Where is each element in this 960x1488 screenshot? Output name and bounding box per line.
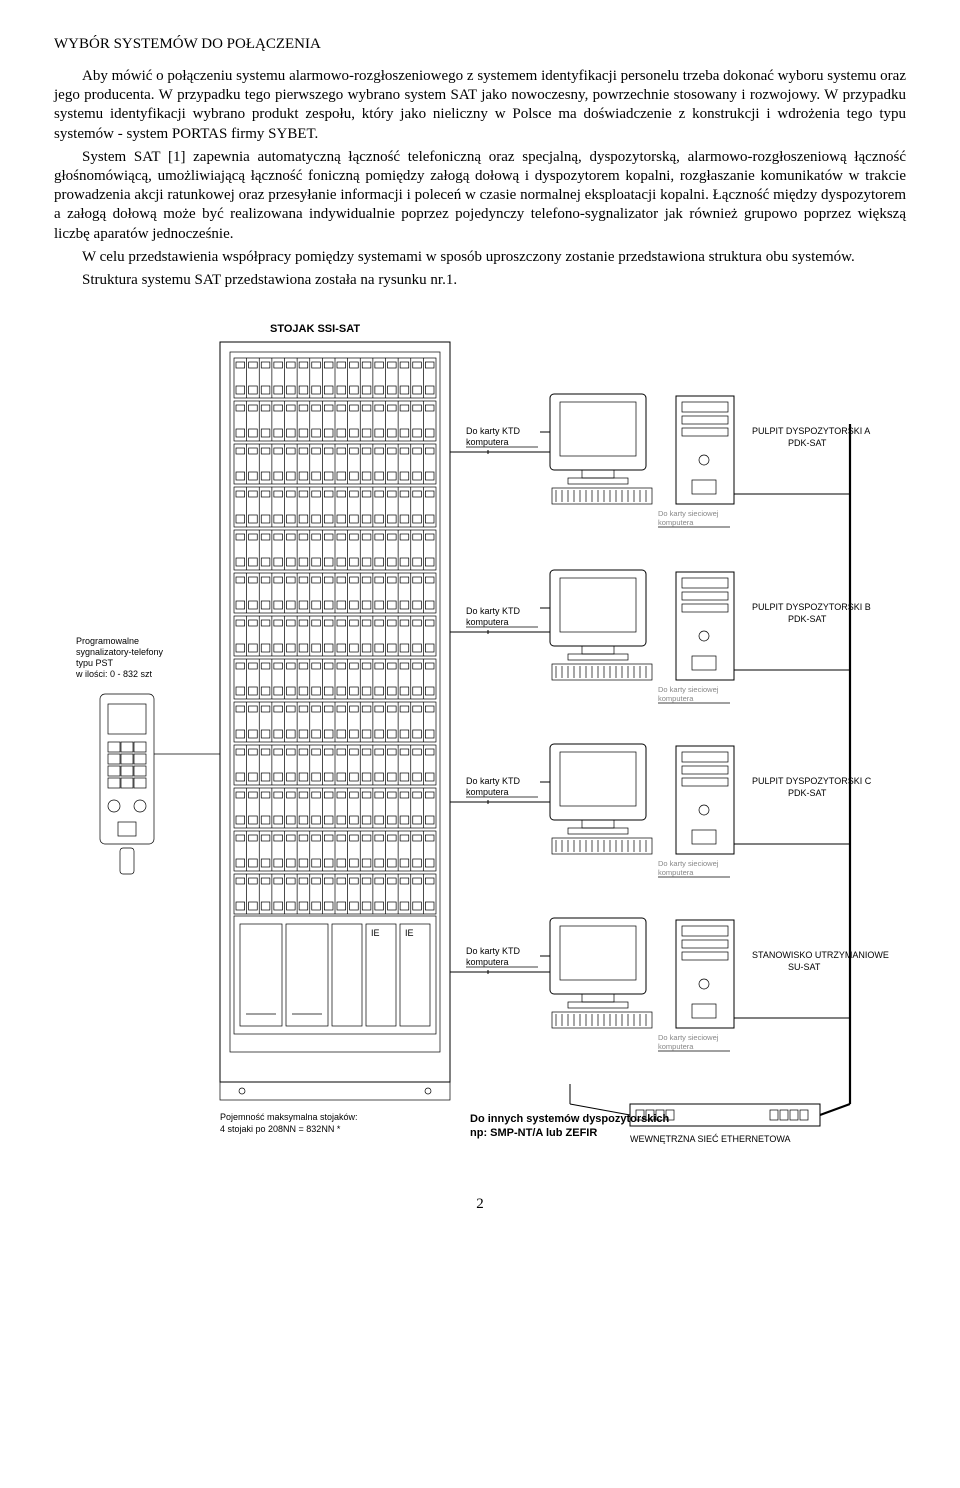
- svg-text:sygnalizatory-telefony: sygnalizatory-telefony: [76, 647, 164, 657]
- paragraph-2: System SAT [1] zapewnia automatyczną łąc…: [54, 148, 906, 244]
- page-number: 2: [54, 1196, 906, 1213]
- svg-text:komputera: komputera: [466, 437, 509, 447]
- svg-text:STANOWISKO UTRZYMANIOWE: STANOWISKO UTRZYMANIOWE: [752, 950, 889, 960]
- svg-text:Do karty sieciowej: Do karty sieciowej: [658, 509, 719, 518]
- section-heading: WYBÓR SYSTEMÓW DO POŁĄCZENIA: [54, 36, 906, 53]
- svg-text:SU-SAT: SU-SAT: [788, 962, 821, 972]
- svg-text:komputera: komputera: [658, 868, 694, 877]
- svg-text:komputera: komputera: [466, 787, 509, 797]
- svg-text:Do karty KTD: Do karty KTD: [466, 606, 521, 616]
- svg-text:typu PST: typu PST: [76, 658, 114, 668]
- rack-title: STOJAK SSI-SAT: [270, 323, 360, 335]
- other-systems-2: np: SMP-NT/A lub ZEFIR: [470, 1127, 597, 1139]
- svg-text:komputera: komputera: [466, 617, 509, 627]
- paragraph-1: Aby mówić o połączeniu systemu alarmowo-…: [54, 67, 906, 144]
- svg-text:w ilości: 0 - 832 szt: w ilości: 0 - 832 szt: [75, 669, 153, 679]
- signalizer-device: [100, 694, 154, 874]
- svg-text:PDK-SAT: PDK-SAT: [788, 614, 827, 624]
- paragraph-4: Struktura systemu SAT przedstawiona zost…: [54, 271, 906, 290]
- sat-system-diagram: STOJAK SSI-SAT IE IE Pojemność maksymaln…: [70, 314, 890, 1174]
- svg-text:PULPIT DYSPOZYTORSKI C: PULPIT DYSPOZYTORSKI C: [752, 776, 872, 786]
- workstations: Do karty sieciowejkomputeraPULPIT DYSPOZ…: [540, 394, 889, 1051]
- capacity-line1: Pojemność maksymalna stojaków:: [220, 1112, 358, 1122]
- capacity-line2: 4 stojaki po 208NN = 832NN *: [220, 1124, 341, 1134]
- svg-text:Do karty sieciowej: Do karty sieciowej: [658, 1033, 719, 1042]
- rack-shelves: [234, 358, 436, 914]
- other-systems-1: Do innych systemów dyspozytorskich: [470, 1113, 670, 1125]
- diagram-container: STOJAK SSI-SAT IE IE Pojemność maksymaln…: [54, 314, 906, 1174]
- svg-text:PDK-SAT: PDK-SAT: [788, 788, 827, 798]
- paragraph-3: W celu przedstawienia współpracy pomiędz…: [54, 248, 906, 267]
- svg-text:Do karty KTD: Do karty KTD: [466, 426, 521, 436]
- signalizer-label: Programowalne sygnalizatory-telefony typ…: [75, 636, 164, 679]
- ethernet-label: WEWNĘTRZNA SIEĆ ETHERNETOWA: [630, 1134, 791, 1144]
- svg-text:komputera: komputera: [658, 1042, 694, 1051]
- svg-text:Do karty KTD: Do karty KTD: [466, 946, 521, 956]
- svg-text:PULPIT DYSPOZYTORSKI A: PULPIT DYSPOZYTORSKI A: [752, 426, 870, 436]
- svg-text:Do karty KTD: Do karty KTD: [466, 776, 521, 786]
- svg-text:Do karty sieciowej: Do karty sieciowej: [658, 685, 719, 694]
- svg-text:IE: IE: [405, 928, 414, 938]
- svg-text:komputera: komputera: [466, 957, 509, 967]
- svg-text:Do karty sieciowej: Do karty sieciowej: [658, 859, 719, 868]
- rack-foot: [220, 1082, 450, 1100]
- svg-text:IE: IE: [371, 928, 380, 938]
- svg-text:Programowalne: Programowalne: [76, 636, 139, 646]
- svg-text:komputera: komputera: [658, 518, 694, 527]
- rack-bottom-unit: IE IE: [234, 916, 436, 1034]
- ktd-labels: Do karty KTDkomputeraDo karty KTDkompute…: [450, 426, 550, 974]
- svg-text:komputera: komputera: [658, 694, 694, 703]
- svg-text:PDK-SAT: PDK-SAT: [788, 438, 827, 448]
- svg-text:PULPIT DYSPOZYTORSKI B: PULPIT DYSPOZYTORSKI B: [752, 602, 871, 612]
